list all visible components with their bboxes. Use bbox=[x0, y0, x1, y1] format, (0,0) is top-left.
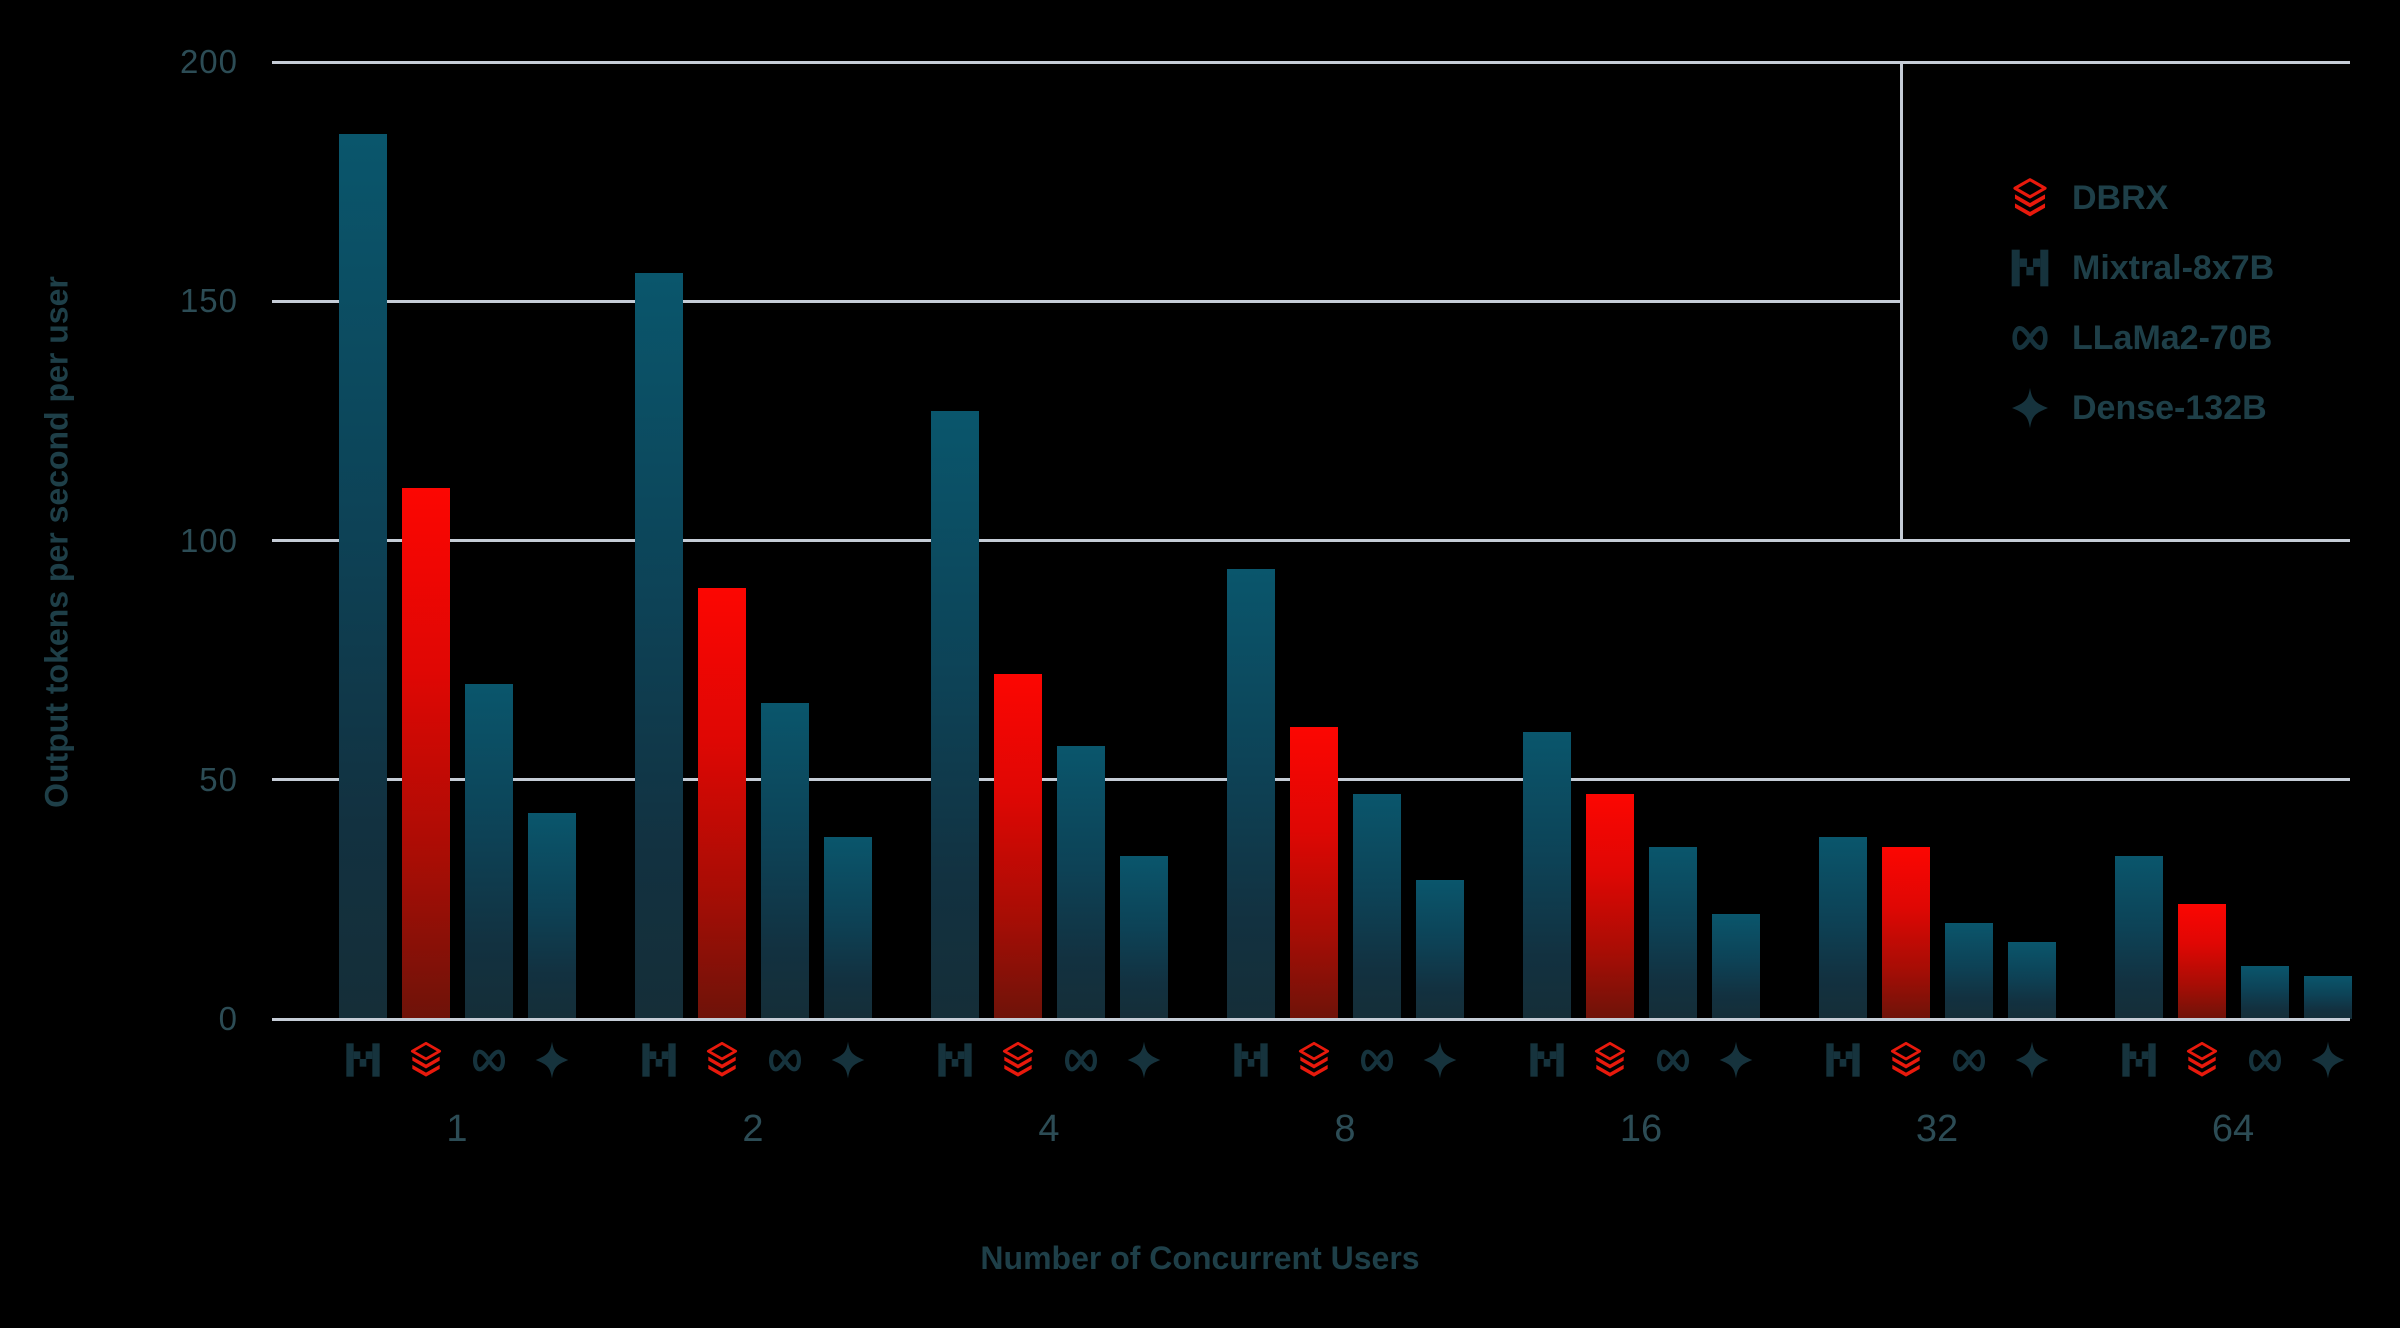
databricks-icon bbox=[998, 1040, 1038, 1080]
bar-dense-132b-users-1 bbox=[527, 813, 576, 1019]
mistral-m-icon bbox=[1823, 1040, 1863, 1080]
mistral-m-icon bbox=[2119, 1040, 2159, 1080]
bar-dense-132b-users-4 bbox=[1119, 856, 1168, 1019]
bar-mixtral-8x7b-users-2 bbox=[634, 272, 683, 1019]
databricks-icon bbox=[702, 1040, 742, 1080]
x-tick-label: 1 bbox=[446, 1108, 468, 1150]
y-axis-tick-labels: 0 50 100 150 200 bbox=[0, 43, 238, 1037]
meta-infinity-icon bbox=[1653, 1040, 1693, 1080]
gridline-100 bbox=[272, 539, 2350, 542]
bar-dbrx-users-2 bbox=[697, 588, 746, 1019]
legend-item-dense-132b: Dense-132B bbox=[2008, 386, 2274, 430]
mistral-m-icon bbox=[1231, 1040, 1271, 1080]
y-tick-label: 150 bbox=[179, 282, 238, 320]
legend-label: Dense-132B bbox=[2072, 388, 2267, 427]
meta-infinity-icon bbox=[1357, 1040, 1397, 1080]
bar-mixtral-8x7b-users-1 bbox=[338, 133, 387, 1019]
gridline-0 bbox=[272, 1017, 2350, 1021]
meta-infinity-icon bbox=[2245, 1040, 2285, 1080]
databricks-icon bbox=[2182, 1040, 2222, 1080]
bar-dense-132b-users-16 bbox=[1711, 913, 1760, 1019]
four-point-star-icon bbox=[828, 1040, 868, 1080]
x-tick-label: 4 bbox=[1038, 1108, 1060, 1150]
bar-mixtral-8x7b-users-64 bbox=[2114, 856, 2163, 1019]
legend-item-mixtral-8x7b: Mixtral-8x7B bbox=[2008, 246, 2274, 290]
bar-llama2-70b-users-8 bbox=[1352, 794, 1401, 1019]
bar-llama2-70b-users-32 bbox=[1944, 923, 1993, 1019]
bar-mixtral-8x7b-users-16 bbox=[1522, 731, 1571, 1019]
meta-infinity-icon bbox=[1061, 1040, 1101, 1080]
meta-infinity-icon bbox=[469, 1040, 509, 1080]
databricks-icon bbox=[1590, 1040, 1630, 1080]
mistral-m-icon bbox=[343, 1040, 383, 1080]
bar-dbrx-users-16 bbox=[1585, 794, 1634, 1019]
bar-dbrx-users-1 bbox=[401, 487, 450, 1019]
bar-mixtral-8x7b-users-8 bbox=[1226, 569, 1275, 1019]
plot-area bbox=[272, 60, 2352, 1021]
bar-dense-132b-users-64 bbox=[2303, 975, 2352, 1019]
bar-dense-132b-users-32 bbox=[2007, 942, 2056, 1019]
gridline-200 bbox=[272, 60, 2350, 64]
four-point-star-icon bbox=[1716, 1040, 1756, 1080]
databricks-icon bbox=[1294, 1040, 1334, 1080]
four-point-star-icon bbox=[532, 1040, 572, 1080]
four-point-star-icon bbox=[1420, 1040, 1460, 1080]
y-tick-label: 200 bbox=[179, 43, 238, 80]
bar-llama2-70b-users-4 bbox=[1056, 746, 1105, 1019]
meta-infinity-icon bbox=[2008, 316, 2052, 360]
bar-dbrx-users-8 bbox=[1289, 727, 1338, 1019]
x-axis-title: Number of Concurrent Users bbox=[980, 1240, 1420, 1276]
meta-infinity-icon bbox=[765, 1040, 805, 1080]
bar-llama2-70b-users-1 bbox=[464, 684, 513, 1019]
bar-dense-132b-users-2 bbox=[823, 837, 872, 1019]
gridline-150 bbox=[272, 299, 1900, 303]
bar-dbrx-users-64 bbox=[2177, 904, 2226, 1019]
y-tick-label: 0 bbox=[218, 1000, 238, 1037]
mistral-m-icon bbox=[935, 1040, 975, 1080]
legend-label: DBRX bbox=[2072, 178, 2169, 217]
four-point-star-icon bbox=[2008, 386, 2052, 430]
four-point-star-icon bbox=[2308, 1040, 2348, 1080]
bar-llama2-70b-users-16 bbox=[1648, 846, 1697, 1019]
bar-llama2-70b-users-64 bbox=[2240, 966, 2289, 1019]
bar-mixtral-8x7b-users-32 bbox=[1818, 837, 1867, 1019]
legend-label: LLaMa2-70B bbox=[2072, 318, 2273, 357]
x-tick-label: 2 bbox=[742, 1108, 764, 1150]
meta-infinity-icon bbox=[1949, 1040, 1989, 1080]
databricks-icon bbox=[1886, 1040, 1926, 1080]
y-tick-label: 100 bbox=[179, 521, 238, 559]
legend-item-llama2-70b: LLaMa2-70B bbox=[2008, 316, 2274, 360]
x-tick-label: 16 bbox=[1619, 1108, 1663, 1150]
bar-llama2-70b-users-2 bbox=[760, 703, 809, 1019]
bar-dense-132b-users-8 bbox=[1415, 880, 1464, 1019]
mistral-m-icon bbox=[639, 1040, 679, 1080]
four-point-star-icon bbox=[2012, 1040, 2052, 1080]
four-point-star-icon bbox=[1124, 1040, 1164, 1080]
mistral-m-icon bbox=[1527, 1040, 1567, 1080]
y-tick-label: 50 bbox=[199, 760, 238, 798]
x-tick-label: 64 bbox=[2211, 1108, 2255, 1150]
x-tick-label: 8 bbox=[1334, 1108, 1356, 1150]
legend-item-dbrx: DBRX bbox=[2008, 176, 2274, 220]
legend: DBRX Mixtral-8x7B LLaMa2-70B Dense-132B bbox=[2008, 176, 2274, 430]
databricks-icon bbox=[2008, 176, 2052, 220]
bar-dbrx-users-32 bbox=[1881, 846, 1930, 1019]
bar-mixtral-8x7b-users-4 bbox=[930, 411, 979, 1019]
mistral-m-icon bbox=[2008, 246, 2052, 290]
databricks-icon bbox=[406, 1040, 446, 1080]
x-tick-label: 32 bbox=[1915, 1108, 1959, 1150]
legend-box-left-border bbox=[1900, 62, 1903, 542]
bar-dbrx-users-4 bbox=[993, 674, 1042, 1019]
legend-label: Mixtral-8x7B bbox=[2072, 248, 2275, 287]
